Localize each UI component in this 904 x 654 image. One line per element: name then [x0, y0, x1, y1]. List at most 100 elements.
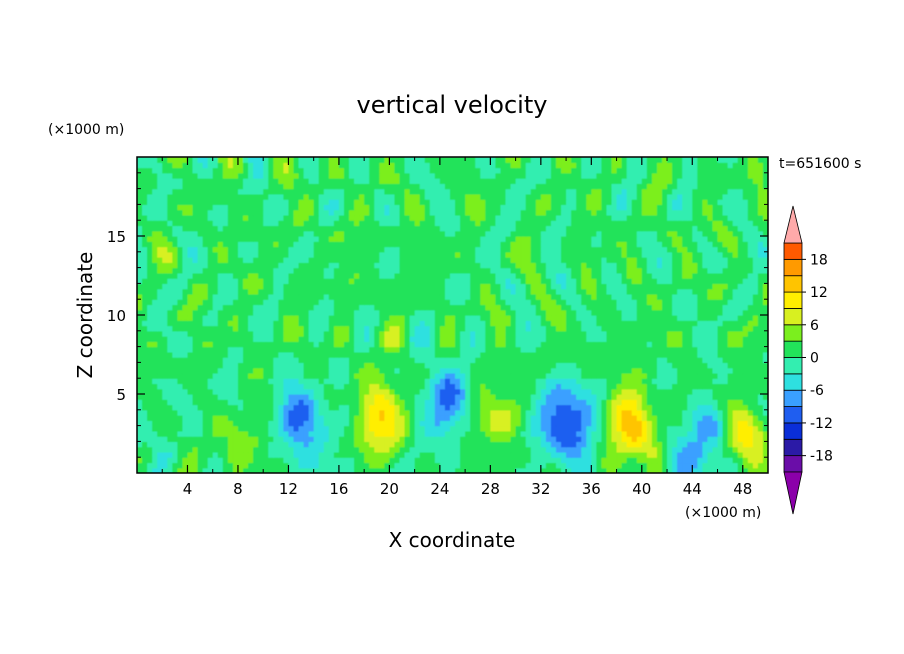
contour-cell [394, 336, 401, 342]
contour-cell [137, 462, 143, 469]
contour-cell [465, 383, 471, 390]
contour-cell [661, 341, 668, 348]
contour-cell [268, 278, 274, 284]
contour-cell [722, 283, 729, 290]
contour-cell [455, 272, 461, 279]
contour-cell [333, 262, 340, 269]
contour-cell [414, 383, 421, 390]
contour-cell [656, 378, 663, 385]
contour-cell [354, 278, 360, 284]
contour-cell [157, 451, 163, 458]
contour-cell [419, 399, 426, 406]
contour-cell [379, 346, 385, 353]
contour-cell [137, 283, 143, 290]
contour-cell [379, 315, 385, 321]
contour-cell [202, 320, 209, 327]
contour-cell [646, 325, 653, 332]
contour-cell [712, 436, 719, 442]
contour-cell [217, 293, 224, 300]
contour-cell [465, 462, 471, 469]
contour-cell [207, 267, 214, 274]
contour-cell [566, 441, 572, 448]
contour-cell [147, 372, 153, 379]
contour-cell [561, 293, 567, 300]
contour-cell [601, 341, 608, 348]
contour-cell [762, 383, 768, 390]
contour-cell [232, 399, 239, 406]
contour-cell [323, 451, 330, 458]
contour-cell [258, 383, 264, 390]
contour-cell [318, 451, 325, 458]
contour-cell [434, 346, 441, 353]
contour-cell [682, 267, 688, 274]
contour-cell [641, 404, 648, 411]
contour-cell [626, 399, 633, 406]
contour-cell [495, 378, 502, 385]
contour-cell [525, 457, 532, 464]
contour-cell [651, 404, 658, 411]
contour-cell [444, 336, 451, 342]
contour-cell [444, 425, 451, 432]
contour-cell [550, 315, 557, 321]
contour-cell [419, 351, 426, 358]
contour-cell [384, 404, 390, 411]
contour-cell [490, 383, 497, 390]
contour-cell [465, 420, 471, 427]
contour-cell [757, 309, 764, 316]
contour-cell [576, 415, 582, 421]
contour-cell [722, 394, 729, 400]
contour-cell [268, 362, 274, 369]
contour-cell [338, 299, 345, 306]
contour-cell [460, 425, 466, 432]
contour-cell [338, 367, 345, 374]
contour-cell [692, 378, 698, 385]
contour-cell [591, 394, 597, 400]
contour-cell [490, 415, 497, 421]
contour-cell [611, 399, 618, 406]
contour-cell [338, 315, 345, 321]
contour-cell [323, 341, 330, 348]
contour-cell [465, 304, 471, 311]
contour-cell [182, 404, 189, 411]
contour-cell [197, 415, 204, 421]
contour-cell [359, 351, 365, 358]
contour-cell [470, 409, 476, 416]
contour-cell [192, 351, 199, 358]
contour-cell [480, 409, 486, 416]
contour-cell [222, 288, 229, 295]
contour-cell [717, 425, 724, 432]
contour-cell [318, 441, 325, 448]
contour-cell [641, 415, 648, 421]
contour-cell [323, 330, 330, 337]
contour-cell [651, 399, 658, 406]
contour-cell [561, 325, 567, 332]
contour-cell [217, 341, 224, 348]
contour-cell [338, 288, 345, 295]
contour-cell [207, 304, 214, 311]
contour-cell [283, 409, 290, 416]
contour-cell [177, 404, 184, 411]
contour-cell [651, 351, 658, 358]
contour-cell [318, 462, 325, 469]
contour-cell [237, 430, 244, 437]
contour-cell [253, 420, 259, 427]
contour-cell [227, 346, 234, 353]
contour-cell [303, 288, 310, 295]
contour-cell [222, 325, 229, 332]
contour-cell [667, 320, 673, 327]
contour-cell [737, 430, 744, 437]
contour-cell [742, 357, 749, 363]
contour-cell [444, 436, 451, 442]
contour-cell [641, 420, 648, 427]
contour-cell [303, 394, 310, 400]
contour-cell [263, 409, 269, 416]
contour-cell [273, 446, 279, 453]
contour-cell [232, 346, 239, 353]
contour-cell [530, 325, 537, 332]
contour-cell [515, 299, 522, 306]
contour-cell [384, 293, 390, 300]
contour-cell [399, 372, 406, 379]
contour-cell [621, 262, 628, 269]
contour-cell [157, 404, 163, 411]
contour-cell [253, 293, 259, 300]
